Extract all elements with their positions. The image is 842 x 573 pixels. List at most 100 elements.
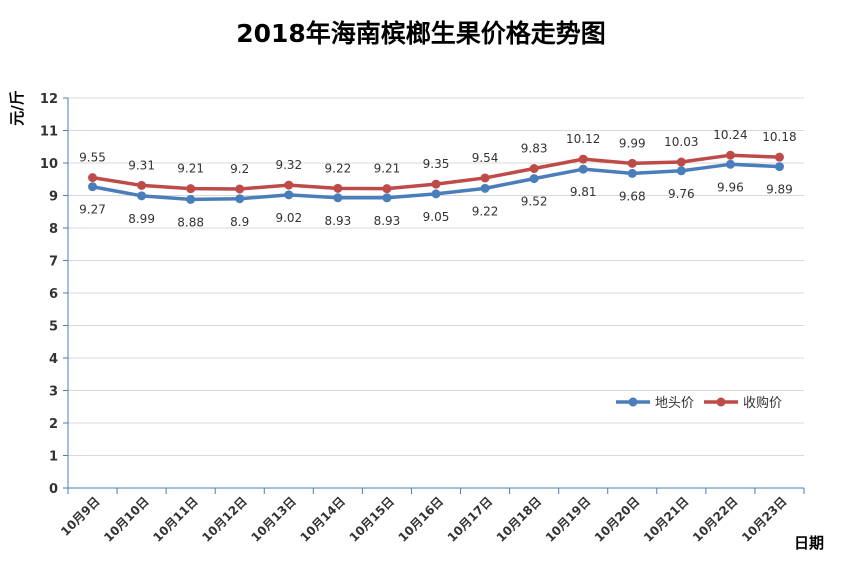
chart-title: 2018年海南槟榔生果价格走势图 — [236, 19, 606, 48]
data-labels: 9.27 8.99 8.88 8.9 9.02 8.93 8.93 9.05 9.22 9.52 9… — [79, 128, 796, 229]
data-label: 9.05 — [423, 210, 450, 224]
data-label: 9.22 — [472, 204, 499, 218]
data-point — [235, 194, 245, 204]
data-label: 9.32 — [275, 158, 302, 172]
data-label: 9.76 — [668, 187, 695, 201]
y-axis-title: 元/斤 — [8, 90, 26, 125]
data-point — [333, 193, 343, 203]
legend-label: 收购价 — [743, 395, 782, 411]
data-point — [235, 184, 245, 194]
data-point — [725, 150, 735, 160]
data-label: 9.54 — [472, 151, 499, 165]
data-label: 8.93 — [325, 214, 352, 228]
data-point — [88, 173, 98, 183]
x-tick-label: 10月10日 — [101, 494, 151, 544]
data-point — [774, 162, 784, 172]
data-label: 9.96 — [717, 180, 744, 194]
data-label: 10.12 — [566, 132, 600, 146]
data-point — [186, 194, 196, 204]
y-tick-label: 6 — [49, 287, 58, 302]
y-tick-label: 0 — [49, 482, 58, 497]
y-tick-label: 3 — [49, 385, 58, 400]
data-point — [627, 168, 637, 178]
x-axis-title: 日期 — [794, 534, 824, 552]
y-tick-label: 1 — [49, 450, 58, 465]
data-label: 9.27 — [79, 203, 106, 217]
data-point — [382, 184, 392, 194]
legend-marker — [716, 397, 726, 407]
x-tick-label: 10月20日 — [592, 494, 642, 544]
data-label: 9.81 — [570, 185, 597, 199]
data-point — [431, 189, 441, 199]
data-point — [137, 180, 147, 190]
y-tick-label: 4 — [49, 352, 58, 367]
data-point — [676, 157, 686, 167]
y-tick-label: 8 — [49, 222, 58, 237]
y-tick-label: 12 — [40, 92, 58, 107]
data-point — [529, 164, 539, 174]
data-point — [529, 174, 539, 184]
data-point — [627, 158, 637, 168]
data-label: 9.21 — [374, 162, 401, 176]
data-label: 9.83 — [521, 142, 548, 156]
data-point — [725, 159, 735, 169]
legend-label: 地头价 — [655, 396, 694, 411]
x-tick-label: 10月17日 — [445, 494, 495, 544]
data-label: 8.99 — [128, 212, 155, 226]
data-label: 9.31 — [128, 158, 155, 172]
data-point — [578, 164, 588, 174]
y-tick-label: 7 — [49, 255, 58, 270]
x-tick-label: 10月21日 — [641, 494, 691, 544]
data-point — [284, 190, 294, 200]
y-tick-label: 5 — [49, 320, 58, 335]
data-point — [333, 183, 343, 193]
axes — [67, 98, 804, 489]
data-label: 9.52 — [521, 195, 548, 209]
data-label: 10.03 — [664, 135, 698, 149]
data-point — [480, 173, 490, 183]
data-label: 9.2 — [230, 162, 249, 176]
y-tick-label: 11 — [40, 125, 58, 140]
data-label: 9.89 — [766, 183, 793, 197]
y-tick-label: 2 — [49, 417, 58, 432]
data-label: 9.35 — [423, 157, 450, 171]
data-label: 9.55 — [79, 151, 106, 165]
data-label: 9.99 — [619, 136, 646, 150]
x-tick-label: 10月11日 — [150, 494, 200, 544]
data-point — [88, 182, 98, 192]
legend: 地头价 收购价 — [616, 395, 782, 411]
data-point — [774, 152, 784, 162]
data-point — [186, 184, 196, 194]
x-tick-label: 10月14日 — [297, 494, 347, 544]
y-tick-label: 9 — [49, 190, 58, 205]
x-tick-label: 10月18日 — [494, 494, 544, 544]
data-point — [382, 193, 392, 203]
data-point — [431, 179, 441, 189]
data-point — [578, 154, 588, 164]
data-label: 8.88 — [177, 215, 204, 229]
x-tick-label: 10月23日 — [739, 494, 789, 544]
data-label: 9.22 — [325, 161, 352, 175]
data-label: 9.21 — [177, 162, 204, 176]
y-tick-label: 10 — [40, 157, 58, 172]
x-tick-label: 10月22日 — [690, 494, 740, 544]
data-label: 10.18 — [762, 130, 796, 144]
data-label: 8.9 — [230, 215, 249, 229]
x-tick-labels: 10月9日10月10日10月11日10月12日10月13日10月14日10月15… — [58, 494, 790, 544]
data-point — [480, 183, 490, 193]
x-tick-label: 10月12日 — [199, 494, 249, 544]
x-tick-label: 10月19日 — [543, 494, 593, 544]
x-tick-label: 10月9日 — [58, 494, 103, 539]
data-label: 9.68 — [619, 189, 646, 203]
x-tick-label: 10月15日 — [347, 494, 397, 544]
data-point — [676, 166, 686, 176]
data-point — [137, 191, 147, 201]
x-tick-label: 10月13日 — [248, 494, 298, 544]
series-lines — [88, 150, 784, 204]
data-label: 8.93 — [374, 214, 401, 228]
legend-marker — [628, 397, 638, 407]
data-label: 10.24 — [713, 128, 747, 142]
data-point — [284, 180, 294, 190]
